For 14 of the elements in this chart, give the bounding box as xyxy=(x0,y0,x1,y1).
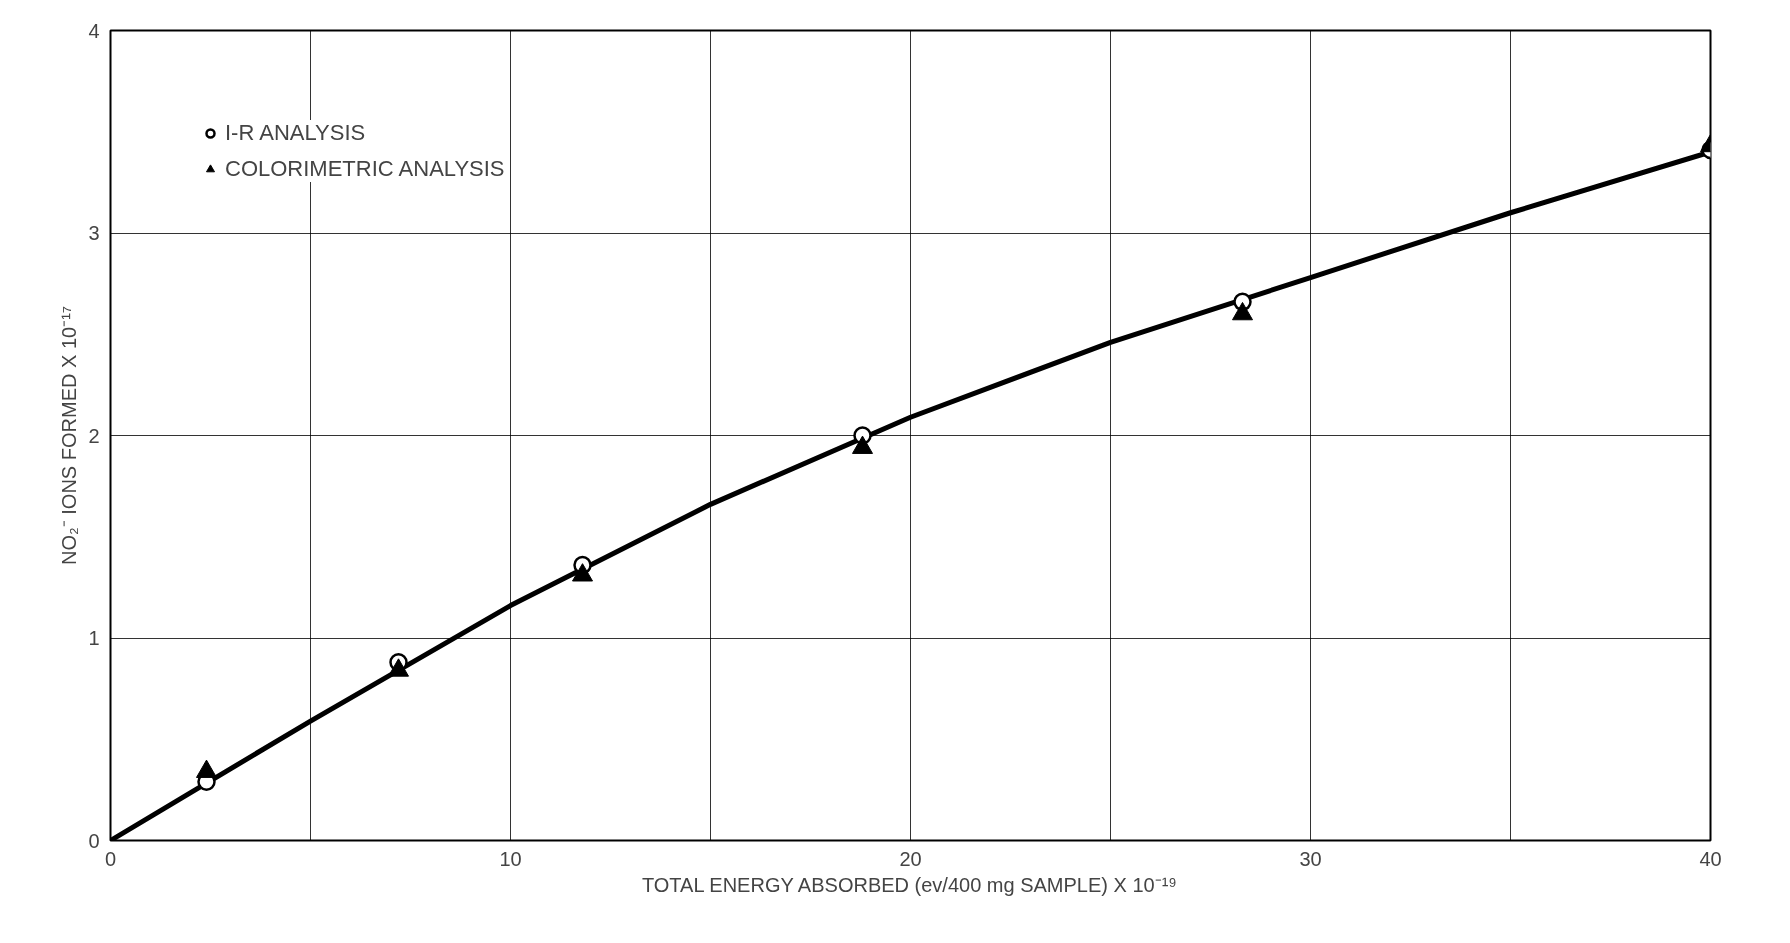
x-axis-title: TOTAL ENERGY ABSORBED (ev/400 mg SAMPLE) X 10⁻¹⁹ xyxy=(641,873,1177,896)
y-axis-title: NO₂⁻ IONS FORMED X 10⁻¹⁷ xyxy=(58,305,81,566)
x-tick-label: 30 xyxy=(1299,847,1322,870)
legend-label: I-R ANALYSIS xyxy=(225,120,366,146)
y-tick-label: 2 xyxy=(88,424,100,447)
x-tick-label: 10 xyxy=(499,847,522,870)
y-tick-label: 4 xyxy=(88,19,100,42)
x-tick-label: 40 xyxy=(1699,847,1722,870)
y-tick-label: 1 xyxy=(88,627,100,649)
y-tick-label: 0 xyxy=(88,829,100,852)
x-tick-label: 20 xyxy=(899,847,922,870)
x-tick-label: 0 xyxy=(104,847,117,870)
legend-label: COLORIMETRIC ANALYSIS xyxy=(225,156,505,182)
y-tick-label: 3 xyxy=(88,222,100,244)
